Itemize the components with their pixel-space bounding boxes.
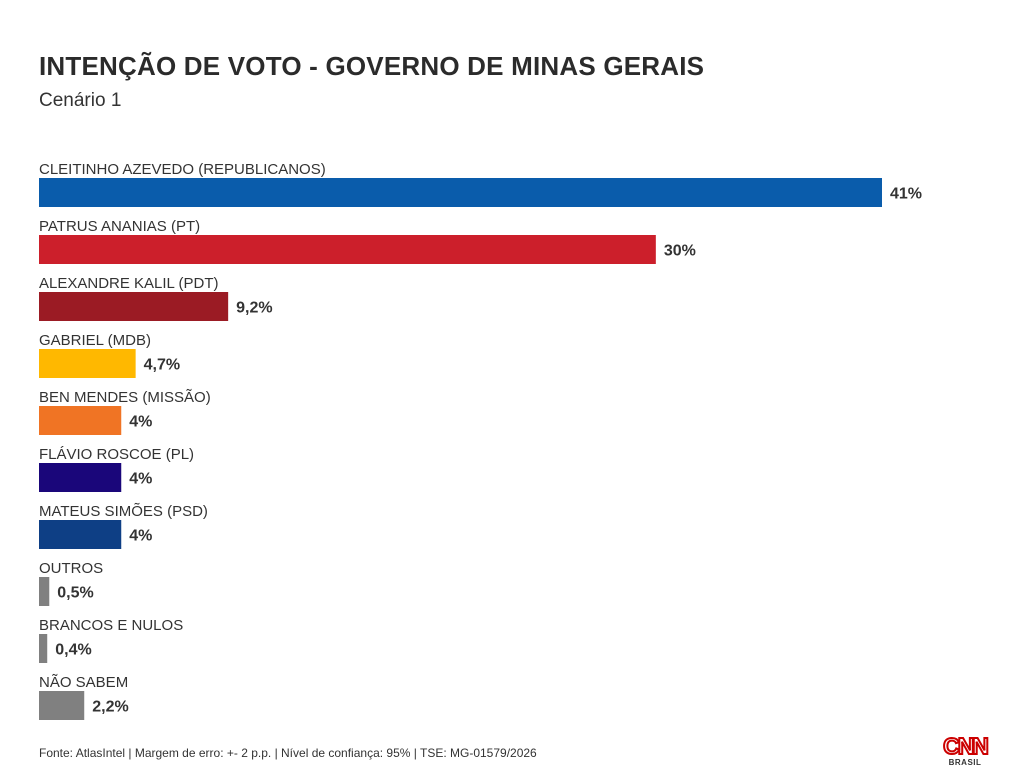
category-label-patrus-ananias-pt: PATRUS ANANIAS (PT)	[39, 218, 200, 235]
value-label-nao-sabem: 2,2%	[92, 699, 128, 716]
category-label-alexandre-kalil-pdt: ALEXANDRE KALIL (PDT)	[39, 275, 219, 292]
category-label-nao-sabem: NÃO SABEM	[39, 674, 128, 691]
chart-subtitle: Cenário 1	[39, 90, 122, 111]
bar-mateus-simoes-psd	[39, 520, 122, 549]
value-label-mateus-simoes-psd: 4%	[129, 528, 152, 545]
cnn-brasil-logo: CNN BRASIL	[940, 733, 990, 770]
bar-patrus-ananias-pt	[39, 235, 656, 264]
value-label-flavio-roscoe-pl: 4%	[129, 471, 152, 488]
value-label-cleitinho-azevedo-republicanos: 41%	[890, 186, 922, 203]
category-label-ben-mendes-missao: BEN MENDES (MISSÃO)	[39, 389, 211, 406]
value-label-outros: 0,5%	[57, 585, 93, 602]
category-label-flavio-roscoe-pl: FLÁVIO ROSCOE (PL)	[39, 446, 194, 463]
bar-flavio-roscoe-pl	[39, 463, 122, 492]
logo-text: CNN	[942, 733, 990, 759]
category-label-cleitinho-azevedo-republicanos: CLEITINHO AZEVEDO (REPUBLICANOS)	[39, 161, 326, 178]
bar-ben-mendes-missao	[39, 406, 122, 435]
bar-gabriel-mdb	[39, 349, 136, 378]
value-label-patrus-ananias-pt: 30%	[664, 243, 696, 260]
category-label-mateus-simoes-psd: MATEUS SIMÕES (PSD)	[39, 503, 208, 520]
chart-title: INTENÇÃO DE VOTO - GOVERNO DE MINAS GERA…	[39, 51, 705, 81]
value-label-alexandre-kalil-pdt: 9,2%	[236, 300, 272, 317]
category-label-outros: OUTROS	[39, 560, 103, 577]
bar-nao-sabem	[39, 691, 85, 720]
category-label-brancos-e-nulos: BRANCOS E NULOS	[39, 617, 183, 634]
bar-alexandre-kalil-pdt	[39, 292, 229, 321]
source-footnote: Fonte: AtlasIntel | Margem de erro: +- 2…	[39, 746, 537, 760]
logo-subtext: BRASIL	[948, 758, 982, 767]
bar-chart: CLEITINHO AZEVEDO (REPUBLICANOS) 41% PATRU…	[39, 161, 922, 720]
value-label-ben-mendes-missao: 4%	[129, 414, 152, 431]
value-label-gabriel-mdb: 4,7%	[144, 357, 180, 374]
bar-brancos-e-nulos	[39, 634, 48, 663]
category-label-gabriel-mdb: GABRIEL (MDB)	[39, 332, 151, 349]
bar-outros	[39, 577, 50, 606]
bar-cleitinho-azevedo-republicanos	[39, 178, 882, 207]
value-label-brancos-e-nulos: 0,4%	[55, 642, 91, 659]
